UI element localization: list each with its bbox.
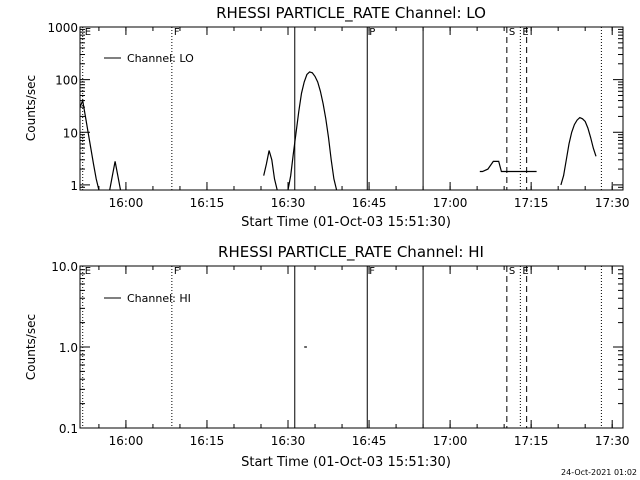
legend-entry: Channel: LO [127,52,194,65]
chart-panel-lo: RHESSI PARTICLE_RATE Channel: LO Counts/… [24,4,629,230]
x-axis-label: Start Time (01-Oct-03 15:51:30) [241,455,451,470]
legend: Channel: HI [104,292,191,305]
event-marker-label: E [522,266,528,277]
x-tick-label: 16:15 [190,196,225,210]
y-axis-label: Counts/sec [24,75,38,141]
x-tick-label: 17:15 [514,434,549,448]
series-line [80,98,100,190]
x-tick-label: 16:45 [352,434,387,448]
x-tick-label: 16:15 [190,434,225,448]
plot-frame [79,26,624,191]
legend: Channel: LO [104,52,194,65]
footer-timestamp: 24-Oct-2021 01:02 [561,468,637,477]
series-line [263,150,278,190]
event-marker-label: E [85,266,91,277]
x-axis-label: Start Time (01-Oct-03 15:51:30) [241,215,451,230]
chart-title: RHESSI PARTICLE_RATE Channel: LO [216,4,486,23]
y-tick-label: 1000 [47,21,78,35]
x-tick-label: 16:30 [271,434,306,448]
chart-title: RHESSI PARTICLE_RATE Channel: HI [218,243,484,262]
x-tick-label: 17:30 [595,196,630,210]
y-tick-label: 10 [63,126,78,140]
series-line [560,116,597,186]
series-line [479,160,537,173]
event-marker-label: S [509,266,515,277]
series-line [287,71,338,190]
x-tick-label: 17:30 [595,434,630,448]
y-tick-label: 1.0 [59,341,78,355]
legend-entry: Channel: HI [127,292,191,305]
event-marker-label: E [85,27,91,38]
y-tick-label: 0.1 [59,422,78,436]
x-tick-label: 16:30 [271,196,306,210]
y-tick-label: 1 [70,179,78,193]
y-axis-label: Counts/sec [24,314,38,380]
x-tick-label: 16:00 [109,196,144,210]
x-tick-label: 17:00 [433,196,468,210]
y-tick-label: 100 [55,74,78,88]
event-marker-label: S [509,27,515,38]
x-tick-label: 16:45 [352,196,387,210]
event-marker-label: E [522,27,528,38]
plot-frame [79,265,624,429]
series-line [109,161,122,190]
event-marker-label: P [369,27,375,38]
event-marker-label: F [174,266,180,277]
y-tick-label: 10.0 [51,260,78,274]
chart-panel-hi: RHESSI PARTICLE_RATE Channel: HI Counts/… [24,243,629,470]
x-tick-label: 16:00 [109,434,144,448]
x-tick-label: 17:15 [514,196,549,210]
x-tick-label: 17:00 [433,434,468,448]
event-marker-label: F [369,266,375,277]
event-marker-label: F [174,27,180,38]
